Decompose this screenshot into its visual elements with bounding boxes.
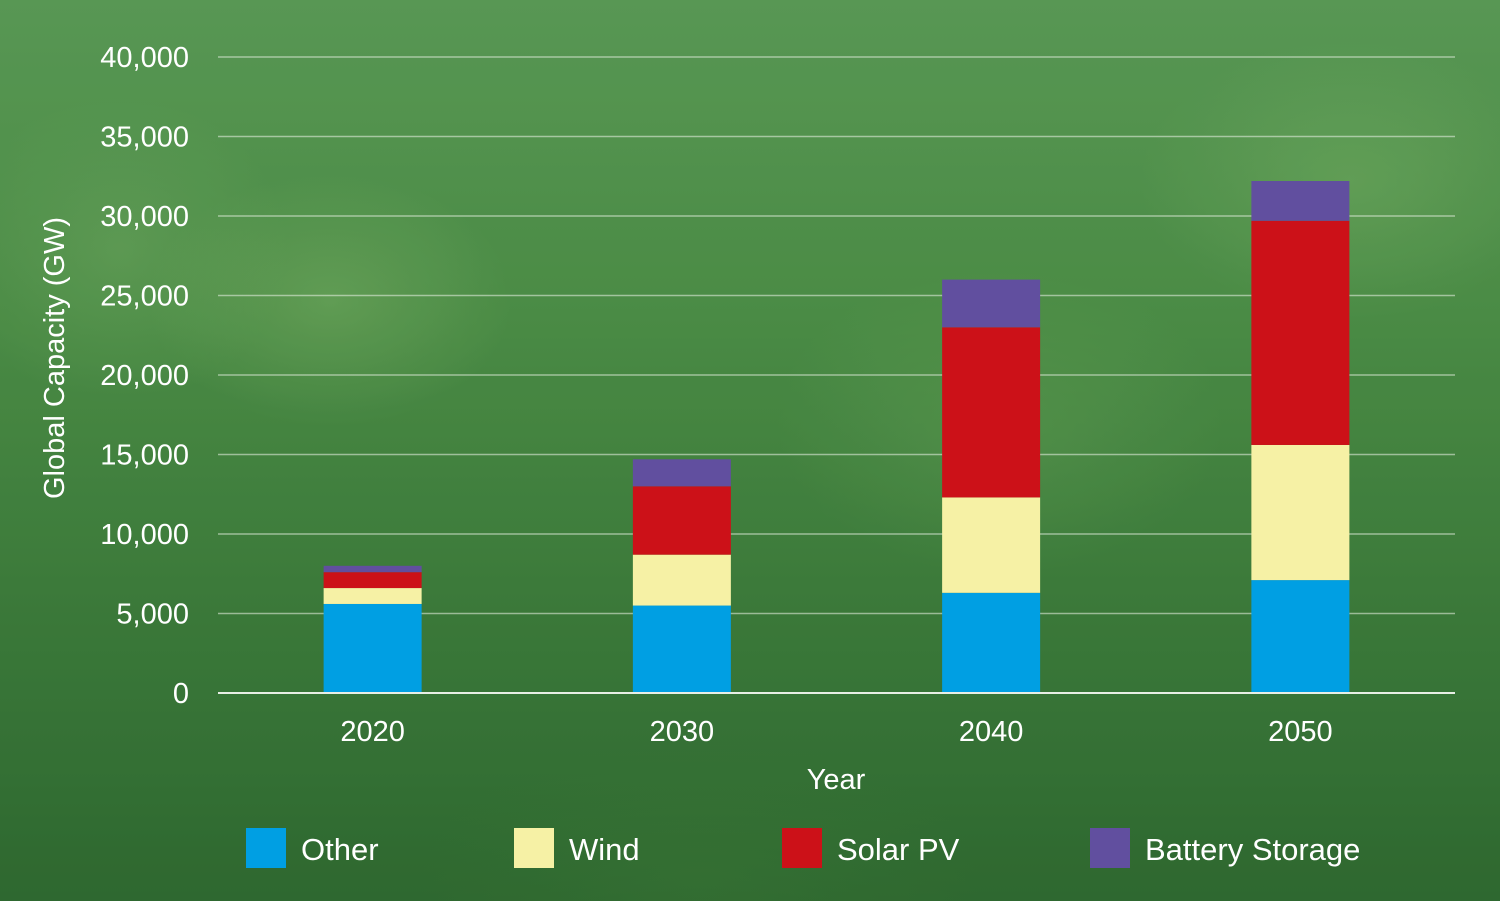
legend-label: Other	[301, 832, 379, 867]
y-axis-title: Global Capacity (GW)	[39, 217, 71, 499]
bar-segment-solar-pv	[323, 572, 422, 589]
legend-swatch	[1090, 828, 1130, 868]
bar-segment-solar-pv	[1251, 220, 1350, 445]
legend-label: Wind	[569, 832, 640, 867]
legend-swatch	[246, 828, 286, 868]
bar-segment-other	[632, 605, 731, 693]
bar-segment-wind	[1251, 444, 1350, 581]
y-tick-label: 15,000	[100, 440, 189, 472]
x-tick-label: 2050	[1268, 716, 1333, 748]
y-tick-label: 0	[173, 678, 189, 710]
bar-segment-solar-pv	[632, 486, 731, 555]
bar-segment-battery-storage	[323, 565, 422, 573]
legend-swatch	[782, 828, 822, 868]
x-axis-title: Year	[807, 764, 866, 796]
y-tick-label: 10,000	[100, 519, 189, 551]
y-tick-label: 5,000	[116, 599, 189, 631]
y-tick-label: 40,000	[100, 42, 189, 74]
legend-swatch	[514, 828, 554, 868]
y-axis-ticks: 0 5,000 10,000 15,000 20,000 25,000 30,000 35,0…	[100, 42, 189, 710]
bar-segment-solar-pv	[942, 327, 1041, 498]
bar-segment-wind	[323, 588, 422, 604]
bar-segment-wind	[632, 554, 731, 606]
y-tick-label: 30,000	[100, 201, 189, 233]
bar-segment-battery-storage	[942, 279, 1041, 328]
x-axis-ticks: 2020 2030 2040 2050	[340, 716, 1332, 748]
bar-segment-other	[942, 592, 1041, 693]
legend-label: Solar PV	[837, 832, 960, 867]
bar-segment-battery-storage	[1251, 181, 1350, 221]
legend-label: Battery Storage	[1145, 832, 1360, 867]
bars	[323, 181, 1350, 693]
bar-segment-wind	[942, 497, 1041, 593]
bar-segment-other	[323, 603, 422, 693]
x-tick-label: 2020	[340, 716, 405, 748]
y-tick-label: 35,000	[100, 122, 189, 154]
bar-segment-battery-storage	[632, 459, 731, 487]
y-tick-label: 20,000	[100, 360, 189, 392]
x-tick-label: 2040	[959, 716, 1024, 748]
gridlines	[218, 56, 1455, 615]
bar-segment-other	[1251, 580, 1350, 693]
y-tick-label: 25,000	[100, 281, 189, 313]
legend: Other Wind Solar PV Battery Storage	[246, 828, 1360, 868]
x-tick-label: 2030	[650, 716, 715, 748]
